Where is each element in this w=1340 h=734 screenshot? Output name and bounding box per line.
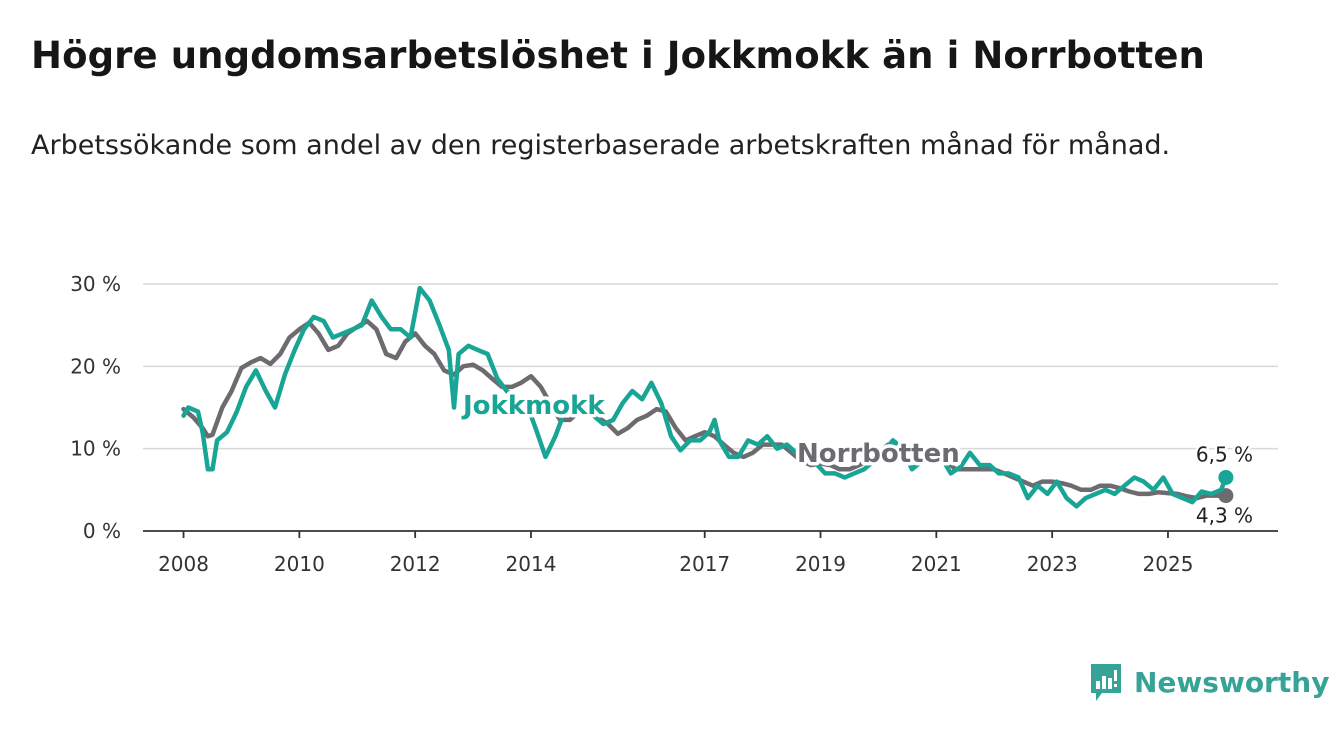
x-tick-label: 2012 [390,552,441,576]
x-tick-label: 2008 [158,552,209,576]
newsworthy-logo-icon [1091,664,1121,701]
y-axis-ticks: 0 % 10 % 20 % 30 % [70,272,121,543]
x-axis-ticks: 2008 2010 2012 2014 2017 2019 2021 2023 2025 [158,531,1193,576]
y-tick-label: 20 % [70,354,121,378]
brand-name: Newsworthy [1134,665,1330,699]
norrbotten-label: Norrbotten [797,439,960,469]
jokkmokk-line [181,285,1229,509]
jokkmokk-label: Jokkmokk [461,391,605,421]
x-tick-label: 2010 [274,552,325,576]
x-tick-label: 2021 [911,552,962,576]
x-tick-label: 2017 [679,552,730,576]
newsworthy-logo[interactable]: Newsworthy [1088,660,1329,704]
gridlines [143,283,1278,532]
y-tick-label: 0 % [83,519,121,543]
x-tick-label: 2014 [506,552,557,576]
x-tick-label: 2023 [1027,552,1078,576]
norrbotten-line [181,318,1229,501]
y-tick-label: 30 % [70,272,121,296]
series-lines [181,285,1234,509]
x-tick-label: 2019 [795,552,846,576]
chart-subtitle: Arbetssökande som andel av den registerb… [31,130,1171,161]
line-chart: 0 % 10 % 20 % 30 % 2008 2010 2012 2014 2017 2019… [70,272,1278,576]
y-tick-label: 10 % [70,437,121,461]
chart-title: Högre ungdomsarbetslöshet i Jokkmokk än … [31,34,1205,77]
series-labels: Jokkmokk Norrbotten 6,5 % 4,3 % [458,388,1256,531]
x-tick-label: 2025 [1143,552,1194,576]
norrbotten-end-value: 4,3 % [1196,504,1253,528]
jokkmokk-end-value: 6,5 % [1196,442,1253,466]
jokkmokk-end-point [1218,469,1234,485]
